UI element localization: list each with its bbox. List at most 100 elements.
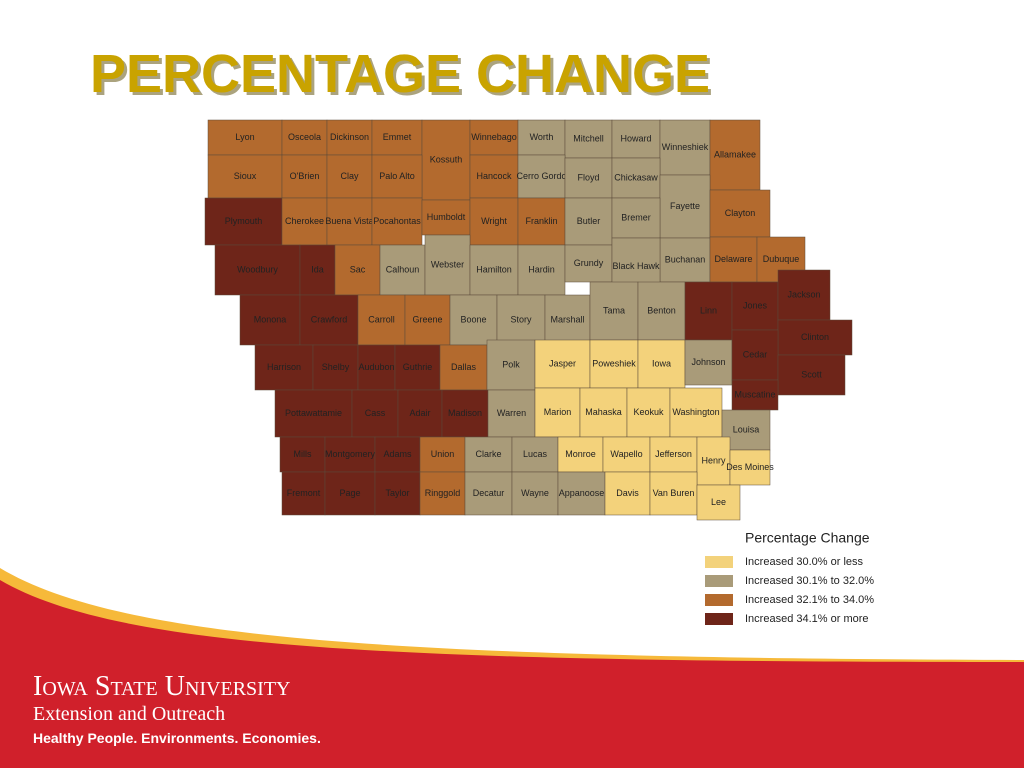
county-label: Clayton	[725, 208, 756, 218]
county	[604, 471, 651, 516]
county-label: Des Moines	[726, 462, 774, 472]
county-label: Van Buren	[653, 488, 695, 498]
county	[729, 449, 771, 486]
county	[564, 157, 613, 199]
county-label: Jackson	[787, 289, 820, 299]
county	[439, 344, 488, 391]
county-label: Henry	[701, 455, 726, 465]
county-label: Audubon	[358, 362, 394, 372]
county	[421, 119, 471, 201]
county-label: Fremont	[287, 488, 321, 498]
county	[659, 119, 711, 176]
county-label: Chickasaw	[614, 172, 658, 182]
county-label: Cherokee	[285, 216, 324, 226]
county	[544, 294, 591, 346]
county-label: Howard	[620, 133, 651, 143]
county-label: Palo Alto	[379, 171, 415, 181]
county	[659, 174, 711, 239]
county-label: Kossuth	[430, 154, 463, 164]
county	[464, 471, 513, 516]
county	[517, 119, 566, 156]
county-label: Worth	[530, 132, 554, 142]
county	[299, 294, 359, 346]
county-label: Osceola	[288, 132, 321, 142]
county-label: Winneshiek	[662, 142, 709, 152]
county-label: Monona	[254, 314, 287, 324]
county-label: Grundy	[574, 258, 604, 268]
county-label: Emmet	[383, 132, 412, 142]
county	[374, 436, 421, 473]
county	[207, 119, 283, 156]
legend-label: Increased 32.1% to 34.0%	[745, 594, 874, 606]
county	[684, 281, 733, 341]
county-label: Madison	[448, 408, 482, 418]
county-label: Carroll	[368, 314, 395, 324]
county-label: Hardin	[528, 264, 555, 274]
legend-label: Increased 30.1% to 32.0%	[745, 575, 874, 587]
county-label: Scott	[801, 369, 822, 379]
county	[421, 199, 471, 236]
county	[731, 329, 779, 381]
county-label: Clinton	[801, 332, 829, 342]
county	[464, 436, 513, 473]
county	[611, 157, 661, 199]
county	[469, 119, 519, 156]
county-label: Crawford	[311, 314, 348, 324]
legend: Percentage Change Increased 30.0% or les…	[705, 530, 874, 625]
title-shadow: PERCENTAGE CHANGE	[93, 47, 713, 107]
county	[357, 294, 406, 346]
county	[281, 471, 326, 516]
county	[731, 281, 779, 331]
county-label: Black Hawk	[612, 261, 660, 271]
county-label: Union	[431, 449, 455, 459]
county	[469, 154, 519, 199]
county	[517, 154, 566, 199]
county-label: Marion	[544, 407, 572, 417]
county	[579, 387, 628, 438]
county-label: Ringgold	[425, 488, 461, 498]
county-label: Webster	[431, 259, 464, 269]
county	[324, 436, 376, 473]
county	[281, 154, 328, 199]
legend-swatch	[705, 613, 733, 625]
county	[419, 436, 466, 473]
county-label: Polk	[502, 359, 520, 369]
county	[281, 197, 328, 246]
county-label: Appanoose	[559, 488, 605, 498]
county-label: Montgomery	[325, 449, 376, 459]
county	[326, 119, 373, 156]
county	[696, 436, 731, 486]
county-label: Mills	[294, 449, 312, 459]
county-label: Greene	[412, 314, 442, 324]
county-label: Washington	[672, 407, 719, 417]
county	[326, 197, 373, 246]
county	[214, 244, 301, 296]
legend-label: Increased 30.0% or less	[745, 556, 864, 568]
county	[324, 471, 376, 516]
county	[371, 197, 423, 246]
unit-name: Extension and Outreach	[33, 703, 225, 725]
county-label: Boone	[460, 314, 486, 324]
county-label: Allamakee	[714, 149, 756, 159]
county	[649, 471, 698, 516]
county-label: Muscatine	[734, 389, 775, 399]
county-label: Butler	[577, 216, 601, 226]
county	[589, 281, 639, 341]
map: Lyon Osceola Dickinson Emmet Kossuth Winnebag…	[204, 119, 853, 521]
county	[589, 339, 639, 389]
county-label: Plymouth	[225, 216, 263, 226]
county	[511, 436, 559, 473]
county-label: Lucas	[523, 449, 548, 459]
legend-label: Increased 34.1% or more	[745, 613, 869, 625]
county-label: Clarke	[475, 449, 501, 459]
county-label: Jasper	[549, 358, 576, 368]
county-label: Buena Vista	[325, 216, 373, 226]
county-label: Lee	[711, 497, 726, 507]
county-label: Jones	[743, 300, 768, 310]
county-label: Adair	[409, 408, 430, 418]
county-label: Johnson	[691, 357, 725, 367]
county-label: Iowa	[652, 358, 671, 368]
county-label: Clay	[340, 171, 359, 181]
legend-title: Percentage Change	[745, 530, 870, 546]
